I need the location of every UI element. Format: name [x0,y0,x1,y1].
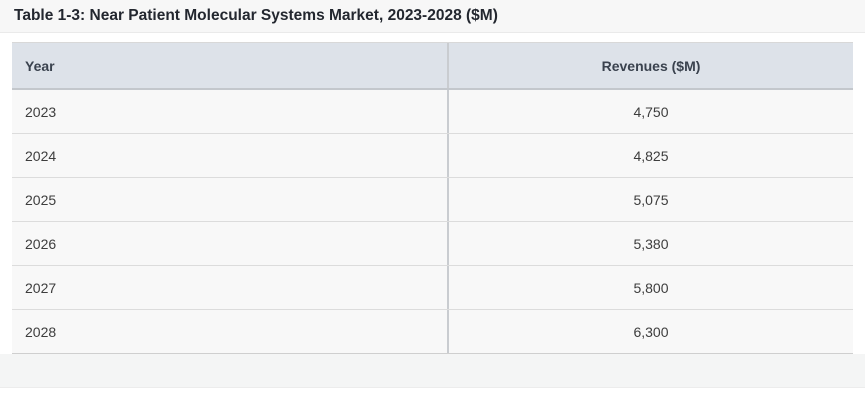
year-cell: 2026 [25,235,57,252]
table-row: 2025 5,075 [12,178,853,222]
table-footer-band [0,354,865,388]
table-header-row: Year Revenues ($M) [12,43,853,90]
table-title: Table 1-3: Near Patient Molecular System… [14,7,498,24]
revenue-cell: 5,075 [447,178,853,221]
year-cell: 2025 [25,191,57,208]
revenue-cell: 5,380 [447,222,853,265]
table-row: 2027 5,800 [12,266,853,310]
year-cell: 2024 [25,147,57,164]
revenue-cell: 4,825 [447,134,853,177]
year-cell: 2028 [25,323,57,340]
table-row: 2026 5,380 [12,222,853,266]
table-title-bar: Table 1-3: Near Patient Molecular System… [0,0,865,33]
market-table: Year Revenues ($M) 2023 4,750 2024 4,825… [12,42,853,354]
year-cell: 2027 [25,279,57,296]
table-row: 2023 4,750 [12,90,853,134]
table-row: 2028 6,300 [12,310,853,354]
revenue-cell: 4,750 [447,90,853,133]
column-header-year: Year [25,57,55,74]
table-row: 2024 4,825 [12,134,853,178]
table-body: 2023 4,750 2024 4,825 2025 5,075 2026 5,… [12,90,853,354]
year-cell: 2023 [25,103,57,120]
column-header-revenues: Revenues ($M) [447,43,853,88]
revenue-cell: 5,800 [447,266,853,309]
revenue-cell: 6,300 [447,310,853,353]
